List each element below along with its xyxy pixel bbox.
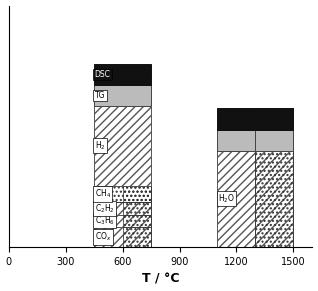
Text: CO$_x$: CO$_x$: [95, 231, 111, 243]
Bar: [218, 150, 255, 247]
Bar: [122, 227, 151, 247]
Bar: [122, 186, 151, 203]
Bar: [94, 203, 151, 214]
Bar: [255, 150, 294, 247]
Bar: [94, 186, 151, 203]
Text: TG: TG: [95, 91, 105, 100]
Bar: [255, 108, 294, 247]
Bar: [94, 63, 151, 85]
Bar: [94, 106, 151, 186]
Bar: [94, 214, 151, 227]
Text: C$_2$H$_2$: C$_2$H$_2$: [95, 202, 114, 215]
Text: DSC: DSC: [95, 70, 111, 79]
Bar: [94, 227, 151, 247]
Bar: [218, 108, 255, 130]
Bar: [255, 108, 294, 130]
Text: H$_2$O: H$_2$O: [218, 193, 235, 205]
Bar: [122, 203, 151, 214]
Bar: [94, 85, 151, 106]
Text: CH$_4$: CH$_4$: [95, 188, 111, 200]
Bar: [255, 130, 294, 150]
Bar: [122, 214, 151, 227]
Text: H$_2$: H$_2$: [95, 139, 105, 152]
X-axis label: T / °C: T / °C: [142, 272, 179, 285]
Bar: [218, 130, 255, 150]
Text: C$_3$H$_6$: C$_3$H$_6$: [95, 214, 115, 227]
